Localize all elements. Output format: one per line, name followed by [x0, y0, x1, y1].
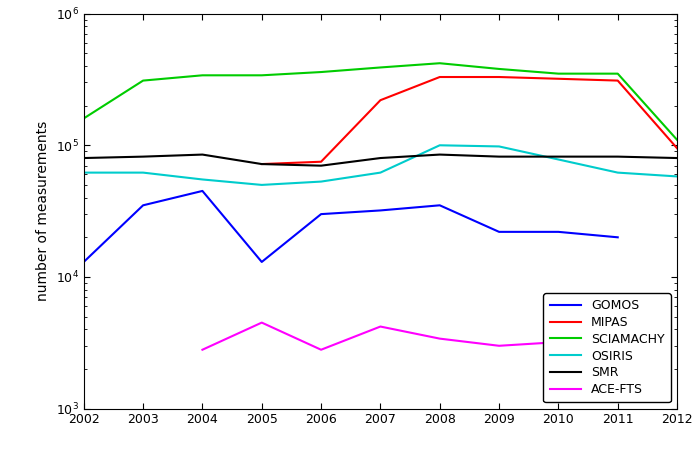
- ACE-FTS: [554, 340, 563, 345]
- SCIAMACHY: [376, 65, 385, 70]
- SMR: [139, 154, 147, 159]
- GOMOS: [614, 235, 622, 240]
- GOMOS: [376, 208, 385, 213]
- Line: MIPAS: MIPAS: [262, 77, 677, 164]
- SMR: [673, 155, 681, 161]
- ACE-FTS: [495, 343, 503, 349]
- GOMOS: [198, 188, 207, 194]
- OSIRIS: [554, 157, 563, 162]
- OSIRIS: [317, 179, 325, 184]
- Line: SMR: SMR: [84, 154, 677, 166]
- SMR: [495, 154, 503, 159]
- SCIAMACHY: [317, 69, 325, 75]
- SMR: [80, 155, 88, 161]
- SCIAMACHY: [80, 116, 88, 121]
- ACE-FTS: [436, 336, 444, 341]
- GOMOS: [80, 259, 88, 265]
- ACE-FTS: [376, 324, 385, 329]
- Line: SCIAMACHY: SCIAMACHY: [84, 63, 677, 140]
- MIPAS: [376, 98, 385, 103]
- SCIAMACHY: [495, 66, 503, 72]
- SCIAMACHY: [198, 73, 207, 78]
- ACE-FTS: [317, 347, 325, 352]
- SMR: [554, 154, 563, 159]
- OSIRIS: [495, 144, 503, 149]
- OSIRIS: [614, 170, 622, 175]
- GOMOS: [317, 212, 325, 217]
- SCIAMACHY: [258, 73, 266, 78]
- SCIAMACHY: [614, 71, 622, 76]
- Line: OSIRIS: OSIRIS: [84, 145, 677, 185]
- SMR: [317, 163, 325, 168]
- OSIRIS: [139, 170, 147, 175]
- GOMOS: [139, 202, 147, 208]
- OSIRIS: [436, 143, 444, 148]
- MIPAS: [258, 161, 266, 167]
- SMR: [376, 155, 385, 161]
- SCIAMACHY: [554, 71, 563, 76]
- MIPAS: [495, 74, 503, 80]
- SMR: [198, 152, 207, 157]
- OSIRIS: [258, 182, 266, 188]
- SMR: [436, 152, 444, 157]
- GOMOS: [495, 229, 503, 235]
- GOMOS: [554, 229, 563, 235]
- MIPAS: [317, 159, 325, 164]
- Legend: GOMOS, MIPAS, SCIAMACHY, OSIRIS, SMR, ACE-FTS: GOMOS, MIPAS, SCIAMACHY, OSIRIS, SMR, AC…: [544, 293, 671, 402]
- OSIRIS: [198, 177, 207, 182]
- GOMOS: [436, 202, 444, 208]
- OSIRIS: [376, 170, 385, 175]
- MIPAS: [614, 78, 622, 84]
- ACE-FTS: [258, 320, 266, 326]
- MIPAS: [436, 74, 444, 80]
- MIPAS: [673, 145, 681, 151]
- GOMOS: [258, 259, 266, 265]
- OSIRIS: [80, 170, 88, 175]
- SMR: [258, 161, 266, 167]
- SCIAMACHY: [139, 78, 147, 84]
- SCIAMACHY: [436, 60, 444, 66]
- Y-axis label: number of measurements: number of measurements: [36, 121, 50, 301]
- OSIRIS: [673, 174, 681, 179]
- SMR: [614, 154, 622, 159]
- Line: GOMOS: GOMOS: [84, 191, 618, 262]
- Line: ACE-FTS: ACE-FTS: [202, 323, 558, 350]
- ACE-FTS: [198, 347, 207, 352]
- SCIAMACHY: [673, 137, 681, 143]
- MIPAS: [554, 76, 563, 82]
